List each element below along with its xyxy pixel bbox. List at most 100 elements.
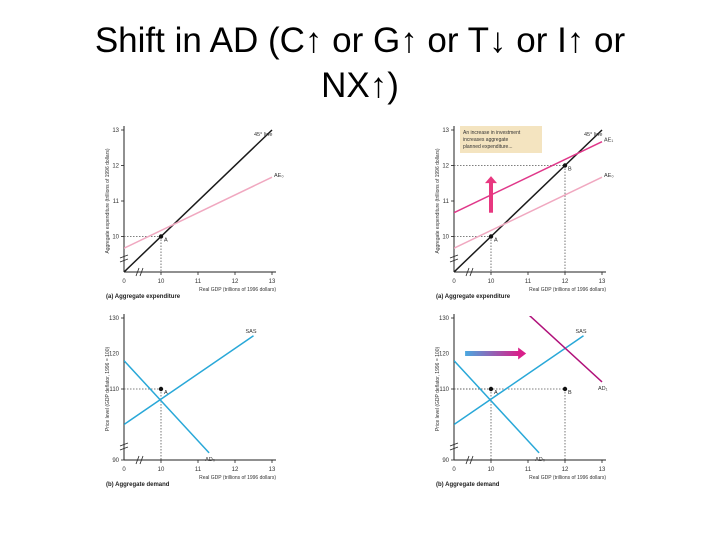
x-tick-label: 10 [158,279,165,285]
series-line-ae [124,176,273,249]
y-tick-label: 120 [109,352,120,358]
y-tick-label: 12 [442,164,449,170]
x-tick-label: 0 [122,279,126,285]
x-axis-break [135,267,144,277]
y-axis-label: Aggregate expenditure (trillions of 1996… [105,148,111,253]
x-tick-label: 12 [232,279,239,285]
shift-arrow-right-head [518,347,527,360]
x-axis-label: Real GDP (trillions of 1996 dollars) [529,475,606,481]
y-tick-label: 120 [439,352,450,358]
slide-title: Shift in AD (C↑ or G↑ or T↓ or I↑ or NX↑… [0,18,720,108]
panel-caption: (b) Aggregate demand [106,482,170,488]
y-axis-break [119,254,129,263]
point-label: B [568,167,572,173]
x-tick-label: 0 [122,467,126,473]
equilibrium-point [488,386,494,392]
annotation-line: increases aggregate [463,137,509,143]
y-tick-label: 11 [443,199,450,205]
series-label: 45° line [584,132,602,138]
equilibrium-point [488,234,494,239]
series-label: AE₀ [604,173,614,179]
x-tick-label: 12 [232,467,239,473]
x-tick-label: 13 [599,467,606,473]
panel-caption: (a) Aggregate expenditure [106,294,181,300]
x-tick-label: 13 [599,279,606,285]
x-tick-label: 12 [562,279,569,285]
x-tick-label: 0 [452,279,456,285]
x-axis-break [465,455,474,465]
y-axis-label: Price level (GDP deflator, 1996 = 100) [105,347,111,432]
ad-chart-left: 0 10 11 12 13 90 110 130 120 Real GDP (trillions … [105,314,276,488]
y-tick-label: 130 [439,316,450,322]
y-axis-break [119,442,129,451]
series-label: AE₁ [604,138,613,144]
slide-title-line1: Shift in AD (C↑ or G↑ or T↓ or I↑ or [94,21,626,60]
series-line-ae [454,176,603,249]
panel-caption: (a) Aggregate expenditure [436,294,511,300]
y-axis-label: Aggregate expenditure (trillions of 1996… [435,148,441,253]
y-tick-label: 90 [112,458,119,464]
series-line-ad [124,360,210,454]
series-label: SAS [576,329,587,335]
x-tick-label: 11 [195,279,202,285]
series-label: 45° line [254,132,272,138]
point-label: A [164,390,168,396]
y-axis-break [449,442,459,451]
series-line-ad [454,360,540,454]
annotation-line: planned expenditure... [463,144,512,150]
point-label: A [494,390,498,396]
series-label: AD₁ [598,386,608,392]
series-label: SAS [246,329,257,335]
ad-chart-right: 0 10 11 12 13 90 110 130 120 Real GDP (trillions … [435,314,608,488]
x-tick-label: 13 [269,279,276,285]
annotation-background [460,126,542,153]
slide-title-line2: NX↑) [321,66,399,105]
y-tick-label: 110 [439,387,449,393]
y-tick-label: 10 [112,235,119,241]
x-axis-label: Real GDP (trillions of 1996 dollars) [529,287,606,293]
y-axis-label: Price level (GDP deflator, 1996 = 100) [435,347,441,432]
y-tick-label: 13 [112,128,119,134]
series-line-sas [124,335,254,426]
shift-arrow-right-shaft [465,351,520,356]
point-label: B [568,390,572,396]
x-axis-label: Real GDP (trillions of 1996 dollars) [199,287,276,293]
y-tick-label: 11 [113,199,120,205]
series-label: AE₀ [274,173,284,179]
series-line-ad [528,316,603,383]
equilibrium-point [562,163,568,168]
x-axis-label: Real GDP (trillions of 1996 dollars) [199,475,276,481]
equilibrium-point [158,386,164,392]
point-label: A [164,238,168,244]
x-tick-label: 11 [195,467,202,473]
y-tick-label: 13 [442,128,449,134]
series-line-ae [454,141,603,214]
y-tick-label: 12 [112,164,119,170]
x-axis-break [465,267,474,277]
ae-chart-right: 0 10 11 12 13 10 11 12 13 Real GDP (trillions of … [435,126,614,300]
y-axis-break [449,254,459,263]
point-label: A [494,238,498,244]
annotation-line: An increase in investment [463,130,521,136]
series-line-45 [124,129,273,272]
equilibrium-point [562,386,568,392]
x-tick-label: 10 [488,279,495,285]
shift-arrow-up-head [485,176,497,184]
y-tick-label: 130 [109,316,120,322]
equilibrium-point [158,234,164,239]
x-tick-label: 11 [525,467,532,473]
y-tick-label: 110 [109,387,119,393]
series-label: AD₀ [535,457,545,463]
x-tick-label: 11 [525,279,532,285]
x-tick-label: 13 [269,467,276,473]
y-tick-label: 90 [442,458,449,464]
x-tick-label: 12 [562,467,569,473]
x-axis-break [135,455,144,465]
shift-arrow-up-shaft [489,182,493,213]
panel-caption: (b) Aggregate demand [436,482,500,488]
ae-chart-left: 0 10 11 12 13 10 11 12 13 Real GDP (trillions of … [105,126,284,300]
y-tick-label: 10 [442,235,449,241]
x-tick-label: 0 [452,467,456,473]
x-tick-label: 10 [488,467,495,473]
